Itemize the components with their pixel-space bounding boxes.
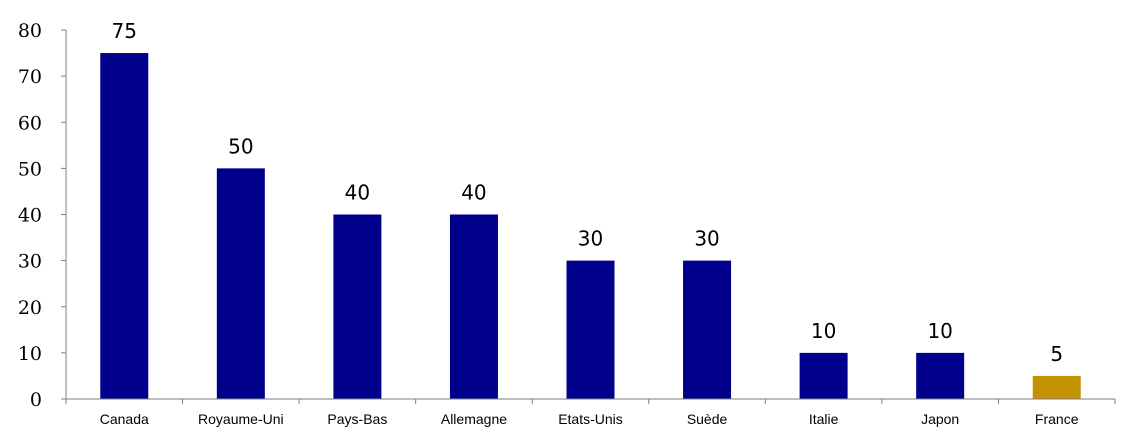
y-tick-label: 70 <box>18 66 42 88</box>
data-label: 30 <box>578 227 603 251</box>
data-label: 10 <box>927 319 952 343</box>
bar <box>449 214 498 399</box>
bar <box>333 214 382 399</box>
bar <box>1032 375 1081 399</box>
y-tick-label: 40 <box>18 205 42 227</box>
bar <box>683 260 732 399</box>
x-tick-label: Etats-Unis <box>558 411 623 427</box>
y-tick-label: 10 <box>18 343 42 365</box>
data-labels: 75 50 40 40 30 30 10 10 5 <box>112 19 1064 366</box>
y-tick-label: 60 <box>18 112 42 134</box>
data-label: 30 <box>694 227 719 251</box>
data-label: 40 <box>461 181 486 205</box>
data-label: 40 <box>345 181 370 205</box>
bar <box>916 352 965 399</box>
bar <box>799 352 848 399</box>
data-label: 5 <box>1050 342 1063 366</box>
x-tick-label: Canada <box>100 411 149 427</box>
bars <box>100 53 1081 399</box>
y-tick-label: 0 <box>30 389 42 411</box>
x-tick-label: Pays-Bas <box>327 411 387 427</box>
bar <box>100 53 149 399</box>
x-tick-label: Suède <box>687 411 728 427</box>
y-tick-label: 30 <box>18 251 42 273</box>
x-tick-label: Italie <box>809 411 839 427</box>
bar <box>566 260 615 399</box>
y-tick-label: 20 <box>18 297 42 319</box>
data-label: 10 <box>811 319 836 343</box>
y-axis: 0 10 20 30 40 50 60 70 80 <box>18 20 67 411</box>
x-tick-label: Royaume-Uni <box>198 411 284 427</box>
y-tick-label: 80 <box>18 20 42 42</box>
x-tick-label: Japon <box>921 411 959 427</box>
x-axis: Canada Royaume-Uni Pays-Bas Allemagne Etats-… <box>65 398 1116 427</box>
bar <box>216 168 265 399</box>
data-label: 75 <box>112 19 137 43</box>
x-tick-label: Allemagne <box>441 411 507 427</box>
y-tick-label: 50 <box>18 158 42 180</box>
data-label: 50 <box>228 134 253 158</box>
x-tick-label: France <box>1035 411 1079 427</box>
